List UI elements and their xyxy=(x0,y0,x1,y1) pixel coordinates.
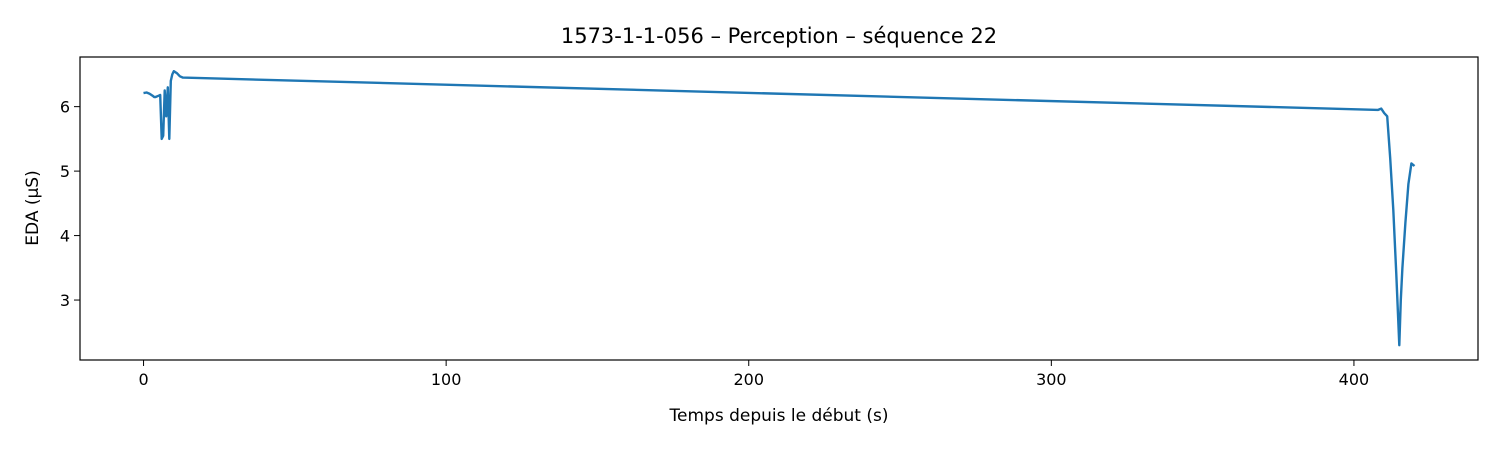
x-axis: 0 100 200 300 400 xyxy=(138,360,1369,389)
y-tick-label: 4 xyxy=(60,227,70,246)
series-layer xyxy=(143,69,1416,347)
x-tick-label: 400 xyxy=(1339,370,1370,389)
plot-area xyxy=(80,57,1478,360)
y-axis-label: EDA (µS) xyxy=(23,170,43,245)
plot-frame xyxy=(79,56,1479,361)
x-tick-label: 200 xyxy=(733,370,764,389)
x-tick-label: 100 xyxy=(431,370,462,389)
y-tick-label: 3 xyxy=(60,291,70,310)
chart-title: 1573-1-1-056 – Perception – séquence 22 xyxy=(561,24,997,48)
y-axis: 3 4 5 6 xyxy=(60,98,80,310)
x-tick-label: 0 xyxy=(138,370,148,389)
y-tick-label: 6 xyxy=(60,98,70,117)
y-tick-label: 5 xyxy=(60,162,70,181)
eda-series-line xyxy=(143,69,1416,347)
x-axis-label: Temps depuis le début (s) xyxy=(669,406,889,426)
x-tick-label: 300 xyxy=(1036,370,1067,389)
